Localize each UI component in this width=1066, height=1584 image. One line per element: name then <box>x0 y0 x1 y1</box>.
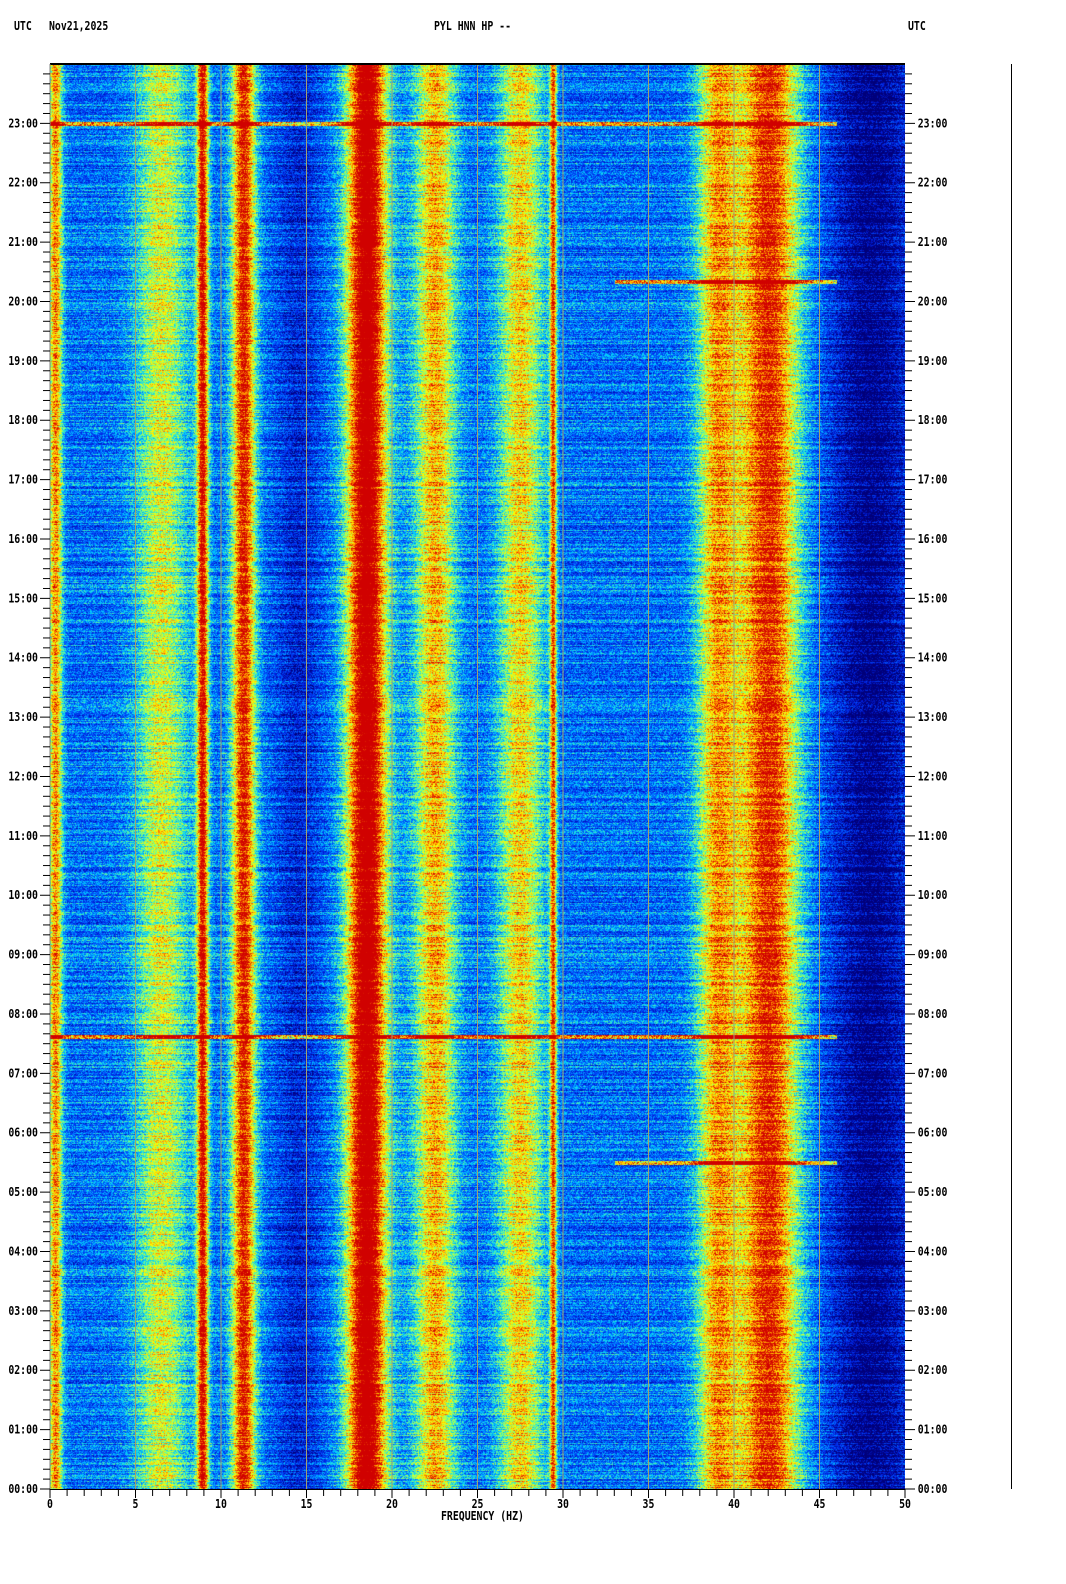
y-tick-label-left: 01:00 <box>8 1423 38 1437</box>
left-timezone-label: UTC <box>14 19 32 33</box>
x-tick-label: 50 <box>899 1497 911 1511</box>
x-tick-label: 20 <box>386 1497 398 1511</box>
y-tick-label-left: 16:00 <box>8 532 38 546</box>
x-tick-label: 35 <box>643 1497 655 1511</box>
y-tick-label-right: 08:00 <box>918 1007 948 1021</box>
y-tick-label-right: 21:00 <box>918 235 948 249</box>
y-tick-label-right: 12:00 <box>918 770 948 784</box>
y-tick-label-left: 10:00 <box>8 888 38 902</box>
y-tick-label-right: 14:00 <box>918 651 948 665</box>
y-tick-label-right: 05:00 <box>918 1185 948 1199</box>
y-tick-label-left: 13:00 <box>8 710 38 724</box>
y-tick-label-right: 16:00 <box>918 532 948 546</box>
x-tick-label: 30 <box>557 1497 569 1511</box>
y-tick-label-right: 00:00 <box>918 1482 948 1496</box>
y-tick-label-left: 14:00 <box>8 651 38 665</box>
y-tick-label-left: 04:00 <box>8 1245 38 1259</box>
y-tick-label-right: 01:00 <box>918 1423 948 1437</box>
y-tick-label-left: 00:00 <box>8 1482 38 1496</box>
y-tick-label-left: 20:00 <box>8 295 38 309</box>
y-tick-label-right: 04:00 <box>918 1245 948 1259</box>
y-tick-label-left: 07:00 <box>8 1066 38 1080</box>
y-tick-label-right: 23:00 <box>918 116 948 130</box>
y-tick-label-right: 19:00 <box>918 354 948 368</box>
y-tick-label-left: 09:00 <box>8 948 38 962</box>
date-label: Nov21,2025 <box>49 19 109 33</box>
y-tick-label-right: 15:00 <box>918 591 948 605</box>
x-tick-label: 45 <box>814 1497 826 1511</box>
y-tick-label-left: 08:00 <box>8 1007 38 1021</box>
x-tick-label: 15 <box>301 1497 313 1511</box>
station-title: PYL HNN HP -- <box>434 19 512 33</box>
x-axis-label: FREQUENCY (HZ) <box>441 1509 524 1523</box>
y-tick-label-left: 22:00 <box>8 176 38 190</box>
y-tick-label-left: 05:00 <box>8 1185 38 1199</box>
y-tick-label-right: 11:00 <box>918 829 948 843</box>
y-tick-label-left: 11:00 <box>8 829 38 843</box>
y-tick-label-right: 06:00 <box>918 1126 948 1140</box>
y-tick-label-right: 07:00 <box>918 1066 948 1080</box>
y-tick-label-left: 02:00 <box>8 1363 38 1377</box>
y-tick-label-left: 15:00 <box>8 591 38 605</box>
y-tick-label-left: 03:00 <box>8 1304 38 1318</box>
x-tick-label: 0 <box>47 1497 53 1511</box>
y-tick-label-left: 19:00 <box>8 354 38 368</box>
x-tick-label: 40 <box>728 1497 740 1511</box>
y-tick-label-right: 20:00 <box>918 295 948 309</box>
y-tick-label-left: 06:00 <box>8 1126 38 1140</box>
right-timezone-label: UTC <box>908 19 926 33</box>
y-tick-label-right: 09:00 <box>918 948 948 962</box>
y-tick-label-left: 23:00 <box>8 116 38 130</box>
y-tick-label-right: 18:00 <box>918 413 948 427</box>
y-tick-label-left: 17:00 <box>8 473 38 487</box>
x-tick-label: 10 <box>215 1497 227 1511</box>
y-tick-label-left: 12:00 <box>8 770 38 784</box>
y-tick-label-right: 17:00 <box>918 473 948 487</box>
x-tick-label: 5 <box>133 1497 139 1511</box>
x-tick-label: 25 <box>472 1497 484 1511</box>
y-tick-label-left: 18:00 <box>8 413 38 427</box>
y-tick-label-right: 22:00 <box>918 176 948 190</box>
y-tick-label-right: 13:00 <box>918 710 948 724</box>
y-tick-label-right: 10:00 <box>918 888 948 902</box>
y-tick-label-right: 02:00 <box>918 1363 948 1377</box>
y-tick-label-left: 21:00 <box>8 235 38 249</box>
y-tick-label-right: 03:00 <box>918 1304 948 1318</box>
